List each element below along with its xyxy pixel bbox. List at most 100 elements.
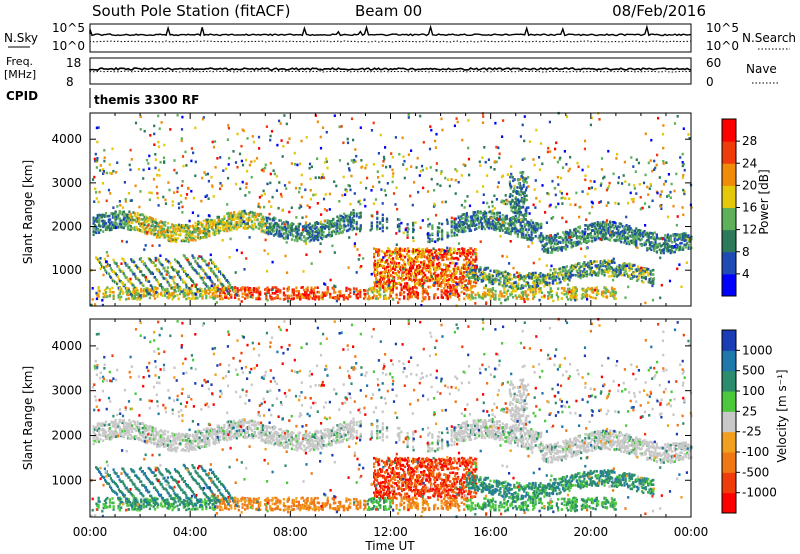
power-echo (486, 223, 489, 227)
power-echo (208, 287, 211, 290)
power-echo (227, 211, 230, 215)
power-echo (266, 231, 269, 234)
power-echo (164, 224, 167, 227)
power-echo (665, 242, 668, 245)
power-echo (578, 235, 581, 238)
power-echo (526, 231, 529, 234)
power-echo (448, 278, 451, 281)
power-echo (278, 229, 281, 233)
power-echo (433, 293, 436, 297)
power-echo (358, 216, 361, 219)
power-echo (355, 293, 358, 297)
power-echo (655, 233, 658, 236)
power-echo (509, 292, 512, 296)
power-echo (191, 226, 194, 229)
power-echo (434, 269, 437, 272)
power-echo (198, 274, 201, 278)
power-echo (274, 217, 277, 220)
power-echo (165, 228, 168, 232)
power-echo (596, 234, 599, 237)
power-echo (183, 294, 187, 298)
power-echo (653, 247, 656, 250)
power-echo (304, 294, 307, 297)
power-echo (171, 223, 174, 226)
power-echo (445, 296, 448, 300)
power-echo (595, 223, 598, 227)
power-echo (96, 216, 99, 219)
power-echo (413, 290, 416, 294)
power-echo (560, 297, 563, 300)
power-echo (541, 244, 544, 247)
power-echo (602, 232, 605, 236)
power-echo (220, 295, 223, 298)
power-echo (103, 294, 106, 298)
power-echo (387, 280, 390, 283)
power-echo (306, 296, 309, 300)
power-echo (211, 288, 214, 292)
power-echo (676, 238, 679, 242)
power-echo (580, 242, 583, 245)
power-echo (612, 291, 615, 294)
power-echo (316, 286, 319, 289)
power-echo (177, 223, 181, 227)
power-echo (193, 230, 196, 234)
power-echo (110, 276, 113, 279)
power-echo (606, 227, 609, 230)
power-echo (455, 281, 458, 284)
power-echo (308, 240, 311, 243)
power-echo (219, 294, 222, 298)
power-echo (93, 219, 97, 223)
power-echo (229, 289, 232, 293)
power-echo (171, 238, 174, 241)
power-echo (212, 223, 215, 227)
power-echo (461, 284, 464, 288)
power-echo (629, 234, 632, 238)
power-echo (230, 228, 233, 232)
power-echo (411, 286, 414, 289)
power-echo (510, 286, 513, 290)
power-echo (569, 291, 572, 294)
power-echo (370, 224, 373, 228)
power-echo (675, 238, 678, 242)
power-echo (136, 217, 139, 220)
power-echo (483, 293, 486, 296)
power-echo (493, 224, 496, 228)
power-echo (250, 220, 254, 224)
power-echo (436, 231, 439, 234)
power-echo (595, 238, 598, 241)
power-echo (614, 231, 617, 235)
power-echo (272, 216, 276, 220)
power-echo (213, 221, 216, 224)
power-echo (385, 270, 388, 273)
power-echo (238, 212, 241, 216)
power-echo (373, 270, 376, 274)
power-echo (471, 273, 475, 277)
power-echo (246, 294, 249, 297)
power-echo (438, 226, 441, 230)
power-echo (129, 212, 132, 216)
power-echo (321, 225, 324, 229)
power-echo (375, 289, 378, 293)
power-echo (135, 293, 138, 296)
power-echo (503, 295, 506, 298)
power-echo (662, 242, 665, 245)
power-echo (197, 233, 200, 236)
power-echo (440, 277, 443, 280)
power-echo (311, 224, 314, 228)
power-echo (388, 276, 391, 280)
power-echo (451, 287, 455, 290)
power-echo (466, 252, 469, 256)
power-echo (332, 296, 336, 300)
power-echo (501, 217, 504, 220)
power-echo (172, 227, 175, 230)
power-echo (478, 211, 481, 214)
power-echo (135, 220, 138, 224)
power-echo (242, 226, 245, 230)
power-echo (282, 227, 285, 231)
power-echo (639, 234, 642, 237)
power-echo (172, 224, 175, 228)
power-echo (578, 241, 581, 244)
power-echo (505, 283, 508, 287)
power-echo (575, 235, 579, 238)
power-echo (496, 274, 500, 278)
